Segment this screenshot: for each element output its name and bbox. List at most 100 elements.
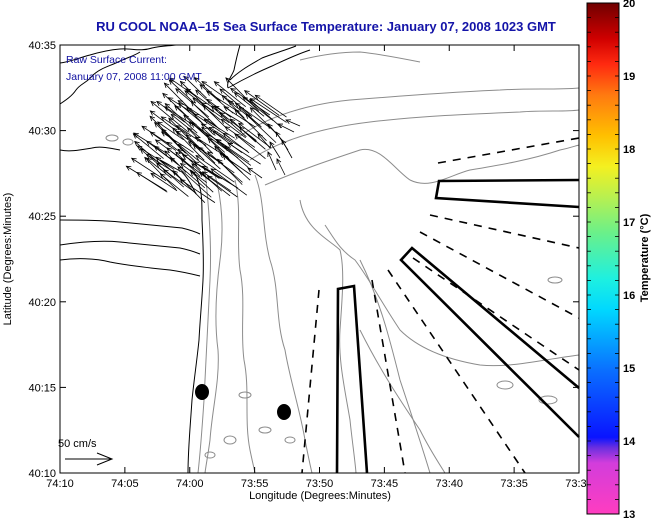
y-tick-label: 40:15 bbox=[28, 382, 56, 394]
current-vector bbox=[281, 139, 293, 159]
current-vector bbox=[168, 79, 194, 103]
current-vector bbox=[224, 145, 252, 166]
current-vector bbox=[220, 118, 246, 139]
current-vector bbox=[249, 107, 277, 134]
current-vector bbox=[150, 172, 178, 192]
current-vector bbox=[201, 81, 235, 105]
current-vector bbox=[198, 171, 231, 197]
annotation-line-1: Raw Surface Current: bbox=[66, 54, 167, 66]
current-vector bbox=[215, 138, 249, 168]
box-southeast bbox=[399, 246, 580, 438]
colorbar-tick-label: 16 bbox=[623, 290, 635, 302]
station-marker-1 bbox=[195, 384, 209, 400]
current-vector bbox=[197, 146, 235, 174]
x-tick-label: 73:30 bbox=[565, 478, 593, 490]
current-vector bbox=[200, 123, 234, 144]
bathymetry-contours bbox=[197, 51, 580, 474]
x-tick-label: 74:05 bbox=[111, 478, 139, 490]
current-vector bbox=[206, 90, 240, 113]
current-vector bbox=[237, 122, 272, 149]
current-vector bbox=[223, 106, 256, 128]
x-axis: 74:10 74:05 74:00 73:55 73:50 73:45 73:40 73:35… bbox=[46, 45, 593, 490]
current-vector bbox=[221, 94, 245, 119]
current-vector bbox=[238, 106, 262, 128]
current-vector bbox=[234, 133, 266, 160]
current-vector bbox=[217, 158, 243, 185]
outlined-boxes bbox=[335, 178, 580, 474]
current-vector bbox=[130, 157, 167, 182]
colorbar-tick-label: 13 bbox=[623, 509, 635, 518]
current-vector bbox=[183, 75, 207, 99]
current-vector bbox=[177, 143, 209, 169]
y-axis-label: Latitude (Degrees:Minutes) bbox=[2, 193, 14, 326]
current-vector bbox=[233, 92, 265, 117]
current-vector bbox=[136, 172, 168, 193]
current-vector bbox=[170, 113, 201, 139]
current-vector bbox=[203, 118, 235, 139]
current-vector bbox=[149, 131, 177, 151]
current-vector bbox=[186, 127, 214, 154]
current-vector bbox=[160, 116, 188, 135]
current-vector bbox=[181, 154, 220, 179]
current-vector bbox=[254, 94, 287, 118]
current-vector bbox=[172, 170, 206, 204]
current-vector bbox=[242, 96, 274, 121]
current-vector bbox=[257, 133, 271, 149]
current-vector bbox=[210, 105, 247, 138]
colorbar-tick-label: 14 bbox=[623, 436, 636, 448]
current-vector bbox=[213, 81, 246, 107]
current-vector bbox=[155, 162, 185, 188]
current-vector bbox=[169, 77, 197, 98]
x-axis-label: Longitude (Degrees:Minutes) bbox=[249, 490, 391, 502]
current-vector bbox=[201, 126, 227, 150]
current-vector bbox=[186, 106, 215, 136]
current-vector bbox=[184, 90, 214, 113]
current-vector bbox=[159, 173, 189, 197]
plot-area: Raw Surface Current: January 07, 2008 11… bbox=[58, 44, 580, 474]
current-vector bbox=[178, 102, 203, 124]
current-vector bbox=[225, 77, 260, 112]
current-vector bbox=[210, 168, 248, 196]
x-tick-label: 74:10 bbox=[46, 478, 74, 490]
current-vector bbox=[172, 127, 205, 161]
current-vector bbox=[227, 142, 261, 165]
box-south-channel bbox=[335, 284, 369, 474]
current-vector bbox=[222, 154, 251, 181]
current-vector bbox=[163, 82, 197, 116]
current-vector bbox=[144, 156, 177, 190]
current-vector bbox=[190, 100, 220, 130]
current-vector bbox=[163, 169, 197, 194]
x-tick-label: 73:35 bbox=[500, 478, 528, 490]
current-vector bbox=[132, 133, 164, 159]
colorbar-tick-label: 20 bbox=[623, 0, 635, 10]
current-vector bbox=[247, 167, 263, 179]
current-vector bbox=[267, 151, 277, 171]
coastline bbox=[59, 44, 311, 474]
y-axis: 40:10 40:15 40:20 40:25 40:30 40:35 bbox=[28, 40, 579, 480]
y-tick-label: 40:25 bbox=[28, 211, 56, 223]
x-tick-label: 73:45 bbox=[371, 478, 399, 490]
colorbar-label: Temperature (°C) bbox=[639, 213, 651, 302]
surface-current-vectors bbox=[125, 75, 301, 204]
scale-arrow-label: 50 cm/s bbox=[58, 438, 97, 450]
colorbar-scale bbox=[586, 2, 620, 515]
current-vector bbox=[269, 141, 281, 159]
colorbar-tick-label: 17 bbox=[623, 217, 635, 229]
current-vector bbox=[238, 126, 266, 150]
current-vector bbox=[162, 92, 188, 118]
current-vector bbox=[177, 166, 212, 198]
colorbar: 13 14 15 16 17 18 19 20 Temperature (°C) bbox=[586, 0, 651, 518]
current-vector bbox=[141, 125, 169, 145]
x-tick-label: 73:40 bbox=[435, 478, 463, 490]
annotation-line-2: January 07, 2008 11:00 GMT bbox=[66, 71, 202, 83]
current-vector bbox=[189, 170, 214, 193]
current-vector bbox=[179, 179, 216, 203]
current-vector bbox=[199, 84, 234, 114]
current-vector bbox=[243, 90, 280, 116]
current-vector bbox=[249, 98, 282, 129]
scale-arrow-icon bbox=[65, 452, 114, 466]
current-vector bbox=[179, 162, 207, 183]
current-vector bbox=[201, 171, 232, 192]
current-vector bbox=[156, 100, 186, 123]
